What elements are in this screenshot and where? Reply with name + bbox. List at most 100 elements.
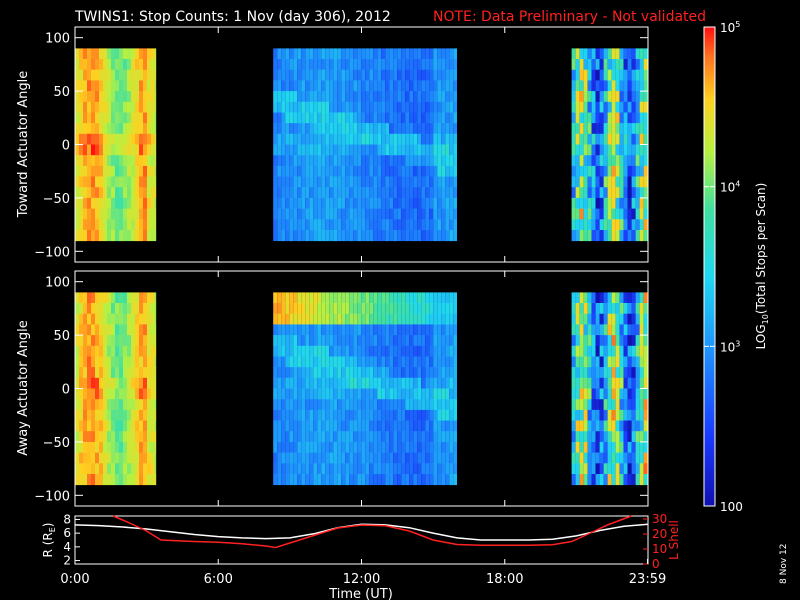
heatmap-cell (325, 377, 330, 389)
heatmap-cell (123, 431, 127, 443)
heatmap-cell (417, 144, 422, 156)
heatmap-cell (131, 474, 135, 486)
heatmap-cell (603, 155, 608, 167)
heatmap-cell (151, 335, 155, 347)
heatmap-cell (397, 187, 402, 199)
heatmap-cell (123, 292, 127, 304)
heatmap-cell (453, 144, 457, 156)
heatmap-cell (281, 463, 286, 475)
heatmap-cell (285, 474, 290, 486)
heatmap-cell (75, 144, 79, 156)
heatmap-cell (95, 335, 99, 347)
heatmap-cell (131, 452, 135, 464)
heatmap-cell (91, 356, 95, 368)
heatmap-cell (361, 441, 366, 453)
heatmap-cell (309, 324, 314, 336)
heatmap-cell (87, 48, 91, 60)
heatmap-cell (587, 59, 592, 71)
heatmap-cell (143, 133, 147, 145)
heatmap-cell (599, 399, 604, 411)
heatmap-cell (151, 441, 155, 453)
heatmap-cell (301, 101, 306, 113)
heatmap-cell (627, 431, 632, 443)
heatmap-cell (433, 144, 438, 156)
heatmap-cell (91, 463, 95, 475)
heatmap-cell (301, 144, 306, 156)
heatmap-cell (325, 345, 330, 357)
heatmap-cell (421, 367, 426, 379)
heatmap-cell (321, 463, 326, 475)
heatmap-cell (289, 345, 294, 357)
heatmap-cell (425, 345, 430, 357)
heatmap-cell (107, 303, 111, 315)
heatmap-cell (587, 452, 592, 464)
heatmap-cell (425, 303, 430, 315)
heatmap-cell (417, 230, 422, 242)
heatmap-cell (87, 356, 91, 368)
heatmap-cell (107, 399, 111, 411)
heatmap-cell (75, 377, 79, 389)
heatmap-cell (433, 197, 438, 209)
heatmap-cell (281, 48, 286, 60)
heatmap-cell (345, 112, 350, 124)
heatmap-cell (599, 335, 604, 347)
heatmap-cell (381, 303, 386, 315)
heatmap-cell (143, 208, 147, 220)
heatmap-cell (103, 91, 107, 103)
x-tick-label: 0:00 (60, 572, 89, 587)
heatmap-cell (445, 91, 450, 103)
heatmap-cell (123, 356, 127, 368)
heatmap-cell (317, 123, 322, 135)
heatmap-cell (449, 112, 454, 124)
heatmap-cell (575, 91, 580, 103)
heatmap-cell (345, 155, 350, 167)
heatmap-cell (329, 197, 334, 209)
x-tick-label: 12:00 (343, 572, 380, 587)
heatmap-cell (421, 187, 426, 199)
heatmap-cell (425, 335, 430, 347)
x-tick-label: 18:00 (486, 572, 523, 587)
heatmap-cell (353, 409, 358, 421)
heatmap-cell (147, 80, 151, 92)
heatmap-cell (127, 388, 131, 400)
heatmap-cell (571, 367, 576, 379)
heatmap-cell (75, 420, 79, 432)
heatmap-cell (91, 176, 95, 188)
heatmap-cell (131, 292, 135, 304)
heatmap-cell (273, 452, 278, 464)
heatmap-cell (619, 335, 624, 347)
heatmap-cell (417, 133, 422, 145)
heatmap-cell (349, 409, 354, 421)
heatmap-cell (619, 165, 624, 177)
heatmap-cell (305, 388, 310, 400)
heatmap-cell (345, 431, 350, 443)
orbit-lines (74, 515, 649, 549)
heatmap-cell (603, 474, 608, 486)
heatmap-cell (293, 197, 298, 209)
heatmap-cell (421, 59, 426, 71)
heatmap-cell (103, 165, 107, 177)
heatmap-cell (341, 208, 346, 220)
heatmap-cell (329, 165, 334, 177)
heatmap-cell (401, 441, 406, 453)
heatmap-cell (445, 112, 450, 124)
heatmap-cell (79, 367, 83, 379)
heatmap-cell (393, 80, 398, 92)
heatmap-cell (353, 69, 358, 81)
heatmap-cell (413, 409, 418, 421)
heatmap-cell (571, 356, 576, 368)
heatmap-cell (155, 377, 157, 389)
heatmap-cell (591, 420, 596, 432)
heatmap-cell (135, 197, 139, 209)
heatmap-cell (595, 292, 600, 304)
heatmap-cell (603, 335, 608, 347)
heatmap-cell (349, 59, 354, 71)
heatmap-cell (99, 219, 103, 231)
heatmap-cell (627, 420, 632, 432)
heatmap-cell (333, 324, 338, 336)
heatmap-cell (365, 452, 370, 464)
l-shell-tick-label: 10 (652, 542, 667, 556)
heatmap-cell (119, 313, 123, 325)
heatmap-cell (83, 230, 87, 242)
heatmap-cell (293, 388, 298, 400)
